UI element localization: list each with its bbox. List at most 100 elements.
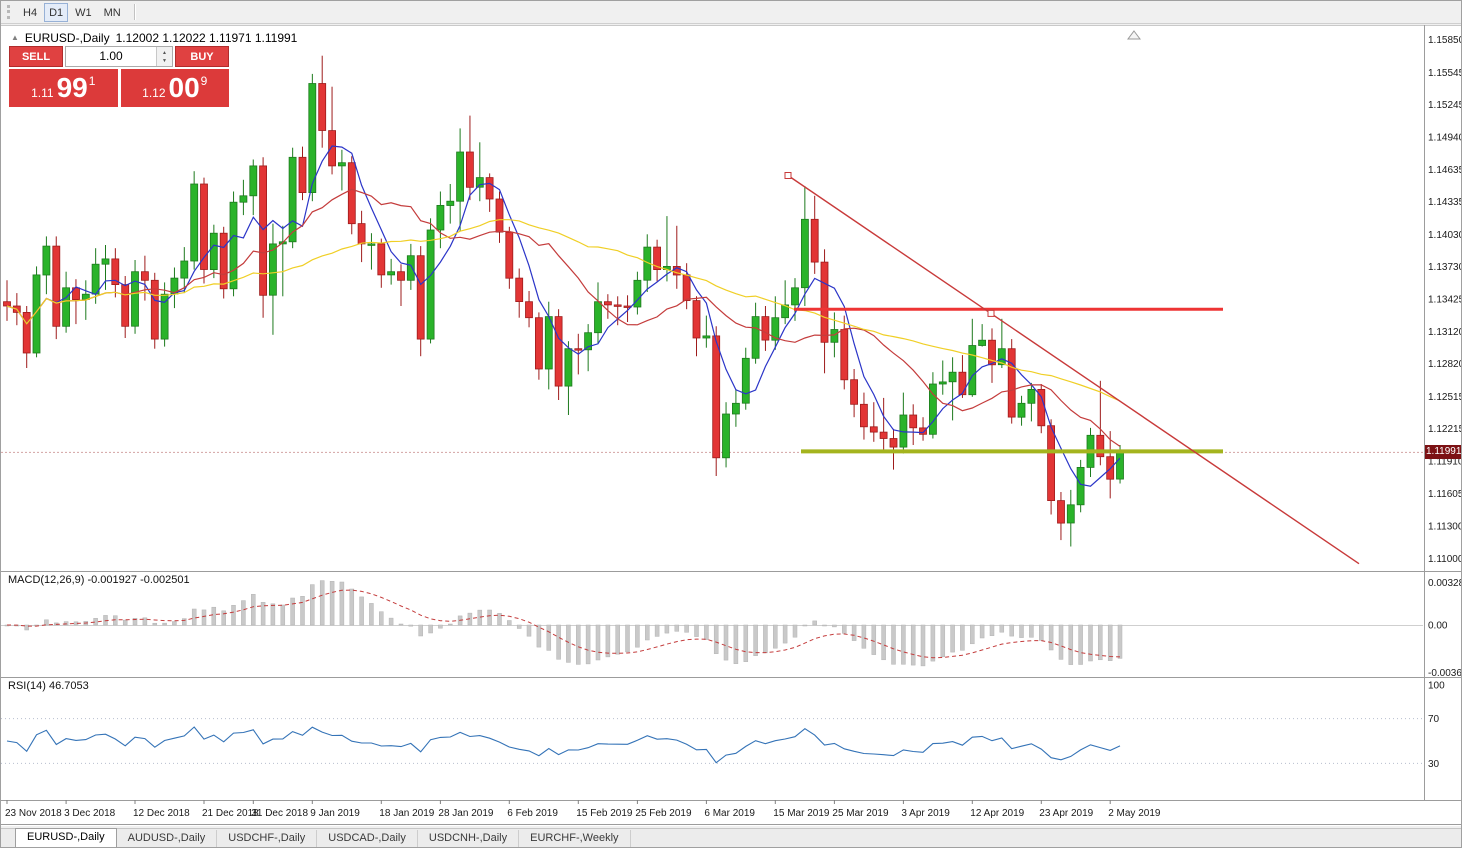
macd-histogram-bar <box>44 619 49 626</box>
timeframe-button-h4[interactable]: H4 <box>23 6 38 19</box>
candle-body <box>62 287 70 327</box>
macd-histogram-bar <box>379 611 384 626</box>
candle-body <box>1017 402 1026 418</box>
date-label: 25 Feb 2019 <box>635 808 692 819</box>
macd-axis-label: 0.00 <box>1428 621 1448 632</box>
tab-audusd-daily[interactable]: AUDUSD-,Daily <box>117 830 218 847</box>
macd-histogram-bar <box>792 624 798 638</box>
macd-axis-label: -0.003659 <box>1428 668 1462 679</box>
candle-body <box>712 335 721 459</box>
object-handle[interactable] <box>784 172 792 179</box>
macd-histogram-bar <box>930 624 936 662</box>
rsi-axis-label: 70 <box>1428 714 1440 725</box>
macd-histogram-bar <box>497 613 502 626</box>
buy-button[interactable]: BUY <box>175 46 229 67</box>
candle-body <box>505 231 514 279</box>
date-label: 28 Jan 2019 <box>438 808 493 819</box>
macd-histogram-bar <box>822 624 827 627</box>
tab-usdcnh-daily[interactable]: USDCNH-,Daily <box>418 830 520 847</box>
candle-body <box>840 329 849 381</box>
candle-body <box>32 274 41 354</box>
macd-histogram-bar <box>152 622 158 626</box>
macd-histogram-bar <box>132 618 138 626</box>
timeframe-button-d1[interactable]: D1 <box>44 2 69 22</box>
price-axis-label: 1.12820 <box>1428 359 1462 370</box>
chart-shift-marker[interactable] <box>1127 30 1141 40</box>
candle-body <box>259 165 268 296</box>
candle-body <box>357 223 366 245</box>
macd-histogram-bar <box>999 624 1005 633</box>
bid-price-panel[interactable]: 1.11 99 1 <box>9 69 118 107</box>
date-label: 31 Dec 2018 <box>251 808 308 819</box>
toolbar: H4 D1 W1 MN <box>1 1 1461 24</box>
candle-body <box>111 258 120 285</box>
tab-eurusd-daily[interactable]: EURUSD-,Daily <box>15 828 117 847</box>
volume-spinner[interactable]: ▲ ▼ <box>156 47 172 66</box>
macd-histogram-bar <box>260 602 266 626</box>
macd-histogram-bar <box>339 581 345 626</box>
macd-histogram-bar <box>487 609 492 626</box>
date-label: 2 May 2019 <box>1108 808 1161 819</box>
candle-body <box>682 274 691 301</box>
candle-body <box>397 271 405 281</box>
descending-trendline[interactable] <box>787 174 1360 565</box>
object-handle[interactable] <box>987 309 995 317</box>
candle-body <box>387 271 396 276</box>
tab-usdcad-daily[interactable]: USDCAD-,Daily <box>317 830 418 847</box>
date-label: 18 Jan 2019 <box>379 808 434 819</box>
candle-body <box>1096 434 1105 458</box>
candle-body <box>219 232 228 290</box>
macd-histogram-bar <box>142 617 148 626</box>
candle-body <box>633 279 642 308</box>
candle-body <box>672 265 681 276</box>
spin-down-icon[interactable]: ▼ <box>162 57 167 64</box>
candle-body <box>131 271 139 327</box>
tab-usdchf-daily[interactable]: USDCHF-,Daily <box>217 830 318 847</box>
candle-body <box>1076 466 1085 506</box>
candle-body <box>475 177 484 188</box>
macd-histogram-bar <box>162 622 167 626</box>
timeframe-button-w1[interactable]: W1 <box>75 6 92 19</box>
one-click-collapse-icon[interactable]: ▲ <box>11 33 19 42</box>
candle-body <box>367 243 376 246</box>
candle-body <box>771 317 780 341</box>
candle-body <box>810 218 819 263</box>
tab-eurchf-weekly[interactable]: EURCHF-,Weekly <box>519 830 631 847</box>
macd-histogram-bar <box>221 610 226 626</box>
macd-histogram-bar <box>329 581 335 626</box>
candle-body <box>801 218 809 289</box>
candle-body <box>308 83 317 193</box>
timeframe-button-mn[interactable]: MN <box>103 6 121 19</box>
date-label: 21 Dec 2018 <box>202 808 259 819</box>
toolbar-grip[interactable] <box>7 5 10 19</box>
sell-button[interactable]: SELL <box>9 46 63 67</box>
candle-body <box>101 258 110 265</box>
volume-value[interactable]: 1.00 <box>99 49 123 63</box>
date-label: 3 Dec 2018 <box>64 808 116 819</box>
macd-histogram-bar <box>576 624 581 665</box>
macd-histogram-bar <box>24 624 29 631</box>
price-axis-label: 1.13120 <box>1428 327 1462 338</box>
candle-body <box>91 263 100 295</box>
macd-histogram-bar <box>881 624 886 661</box>
price-chart-svg: 1.15850 1.15545 1.15245 1.14940 1.14635 1.143… <box>1 25 1462 826</box>
candle-body <box>978 339 986 346</box>
price-axis-label: 1.13730 <box>1428 262 1462 273</box>
candle-body <box>328 130 337 167</box>
macd-histogram-bar <box>664 624 670 634</box>
macd-histogram-bar <box>989 624 995 636</box>
candle-body <box>180 260 189 279</box>
bid-price-point: 1 <box>88 74 96 88</box>
price-axis-label: 1.15245 <box>1428 100 1462 111</box>
rsi-axis-label: 30 <box>1428 759 1440 770</box>
volume-control[interactable]: 1.00 ▲ ▼ <box>65 46 173 67</box>
spin-up-icon[interactable]: ▲ <box>162 49 167 56</box>
candle-body <box>1116 451 1124 480</box>
ask-price-panel[interactable]: 1.12 00 9 <box>120 69 229 107</box>
price-axis-label: 1.14940 <box>1428 133 1462 144</box>
macd-histogram-bar <box>93 618 98 626</box>
candle-body <box>751 316 760 359</box>
macd-histogram-bar <box>349 588 355 626</box>
macd-histogram-bar <box>398 623 404 626</box>
date-label: 23 Apr 2019 <box>1039 808 1093 819</box>
